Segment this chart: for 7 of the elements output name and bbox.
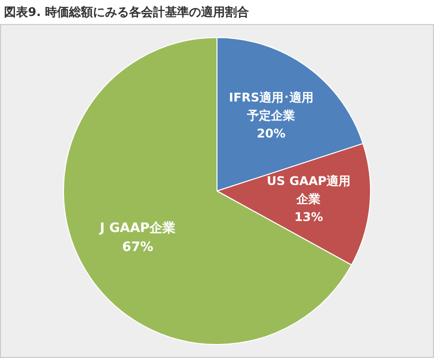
data-label: 13% [294,210,324,224]
data-label: 20% [256,126,286,141]
slice-label: IFRS適用･適用予定企業 [228,90,314,123]
slice-label: US GAAP適用企業 [266,174,351,206]
slice-label: J GAAP企業 [98,220,176,236]
chart-title: 図表9. 時価総額にみる各会計基準の適用割合 [3,4,250,21]
data-label: 67% [122,240,154,255]
